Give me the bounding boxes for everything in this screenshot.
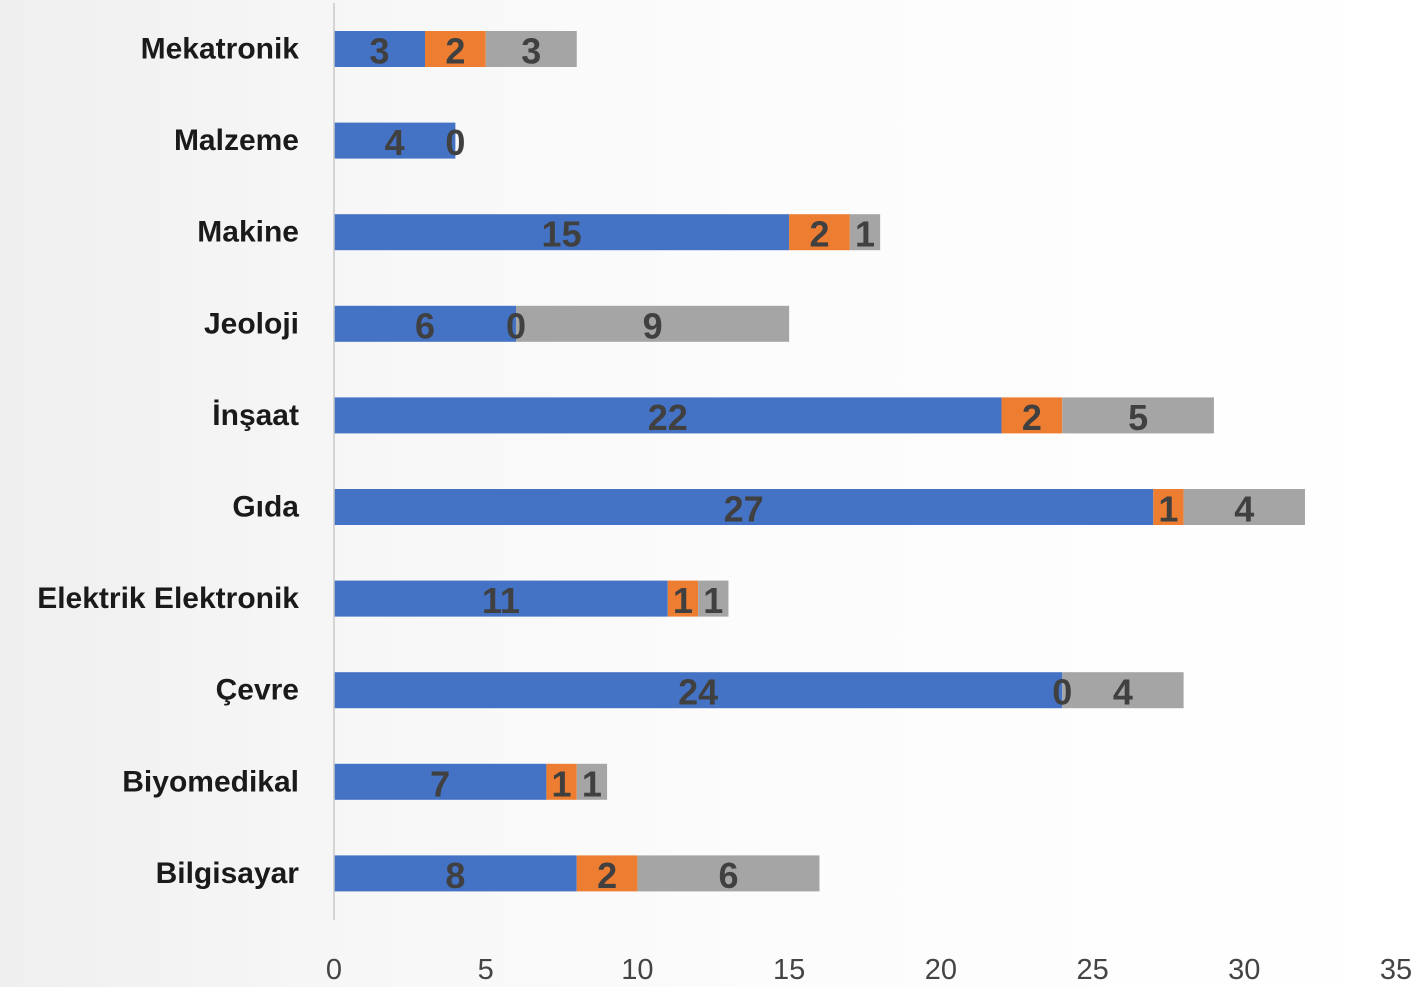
data-label: 4: [385, 122, 405, 163]
data-label: 0: [1052, 672, 1072, 713]
bar-segment-series-2: [1001, 397, 1063, 434]
category-label: Bilgisayar: [156, 857, 300, 890]
category-label: Jeoloji: [204, 307, 299, 340]
data-label: 1: [855, 214, 875, 255]
data-label: 7: [430, 763, 450, 804]
category-label: Çevre: [216, 674, 299, 707]
x-tick-label: 30: [1228, 954, 1260, 986]
bar-segment-series-1: [334, 763, 547, 800]
x-tick-label: 25: [1076, 954, 1108, 986]
data-label: 11: [482, 580, 520, 621]
bar-segment-series-2: [1153, 489, 1184, 525]
data-label: 6: [718, 855, 738, 896]
data-label: 2: [445, 31, 465, 72]
category-labels: Mekatronik Malzeme Makine Jeoloji İnşaat Gıda…: [37, 33, 299, 890]
x-tick-labels: 0 5 10 15 20 25 30 35: [326, 954, 1412, 986]
data-label: 3: [369, 31, 389, 72]
category-label: Elektrik Elektronik: [37, 582, 299, 615]
category-label: İnşaat: [212, 399, 299, 432]
bar-segment-series-3: [485, 31, 577, 67]
data-label: 2: [1022, 397, 1042, 438]
data-label: 6: [415, 305, 435, 346]
bar-segment-series-3: [576, 763, 608, 800]
x-tick-label: 10: [621, 954, 653, 986]
data-label: 2: [809, 214, 829, 255]
data-labels: 3 2 34 015 2 16 0 922 2 527 1 411 1 124 0 47 1 18 2 6: [369, 31, 1254, 896]
data-label: 1: [673, 580, 693, 621]
bar-segment-series-1: [334, 31, 426, 67]
category-label: Biyomedikal: [122, 765, 299, 798]
bar-segment-series-2: [425, 31, 486, 67]
bar-segment-series-2: [576, 855, 638, 892]
data-label: 1: [1158, 489, 1178, 530]
bar-segment-series-1: [334, 580, 668, 617]
data-label: 8: [445, 855, 465, 896]
x-tick-label: 15: [773, 954, 805, 986]
bar-segment-series-3: [698, 580, 729, 617]
bar-segment-series-3: [637, 855, 820, 892]
bar-segment-series-2: [546, 763, 577, 800]
data-label: 24: [678, 672, 718, 713]
bar-segment-series-2: [667, 580, 699, 617]
x-tick-label: 5: [478, 954, 494, 986]
bars-layer: [334, 31, 1305, 892]
bar-segment-series-1: [334, 122, 456, 159]
x-tick-label: 20: [925, 954, 957, 986]
data-label: 0: [506, 305, 526, 346]
bar-segment-series-1: [334, 855, 577, 892]
x-tick-label: 35: [1380, 954, 1412, 986]
bar-segment-series-2: [789, 214, 850, 251]
data-label: 22: [648, 397, 688, 438]
bar-segment-series-1: [334, 672, 1063, 709]
data-label: 1: [552, 763, 572, 804]
category-label: Mekatronik: [141, 33, 300, 66]
bar-segment-series-1: [334, 489, 1154, 525]
category-label: Makine: [197, 216, 299, 249]
category-label: Gıda: [232, 491, 299, 524]
data-label: 27: [724, 489, 764, 530]
data-label: 0: [445, 122, 465, 163]
data-label: 4: [1234, 489, 1254, 530]
bar-segment-series-3: [1062, 672, 1184, 709]
bar-segment-series-1: [334, 214, 790, 251]
data-label: 2: [597, 855, 617, 896]
data-label: 5: [1128, 397, 1148, 438]
data-label: 1: [703, 580, 723, 621]
x-tick-label: 0: [326, 954, 342, 986]
bar-segment-series-3: [1183, 489, 1305, 525]
data-label: 1: [582, 763, 602, 804]
bar-segment-series-1: [334, 305, 517, 342]
bar-segment-series-3: [516, 305, 790, 342]
bar-segment-series-1: [334, 397, 1002, 434]
category-label: Malzeme: [174, 124, 299, 157]
data-label: 15: [542, 214, 582, 255]
data-label: 4: [1113, 672, 1133, 713]
data-label: 9: [643, 305, 663, 346]
bar-segment-series-3: [1062, 397, 1214, 434]
bar-segment-series-3: [849, 214, 881, 251]
data-label: 3: [521, 31, 541, 72]
